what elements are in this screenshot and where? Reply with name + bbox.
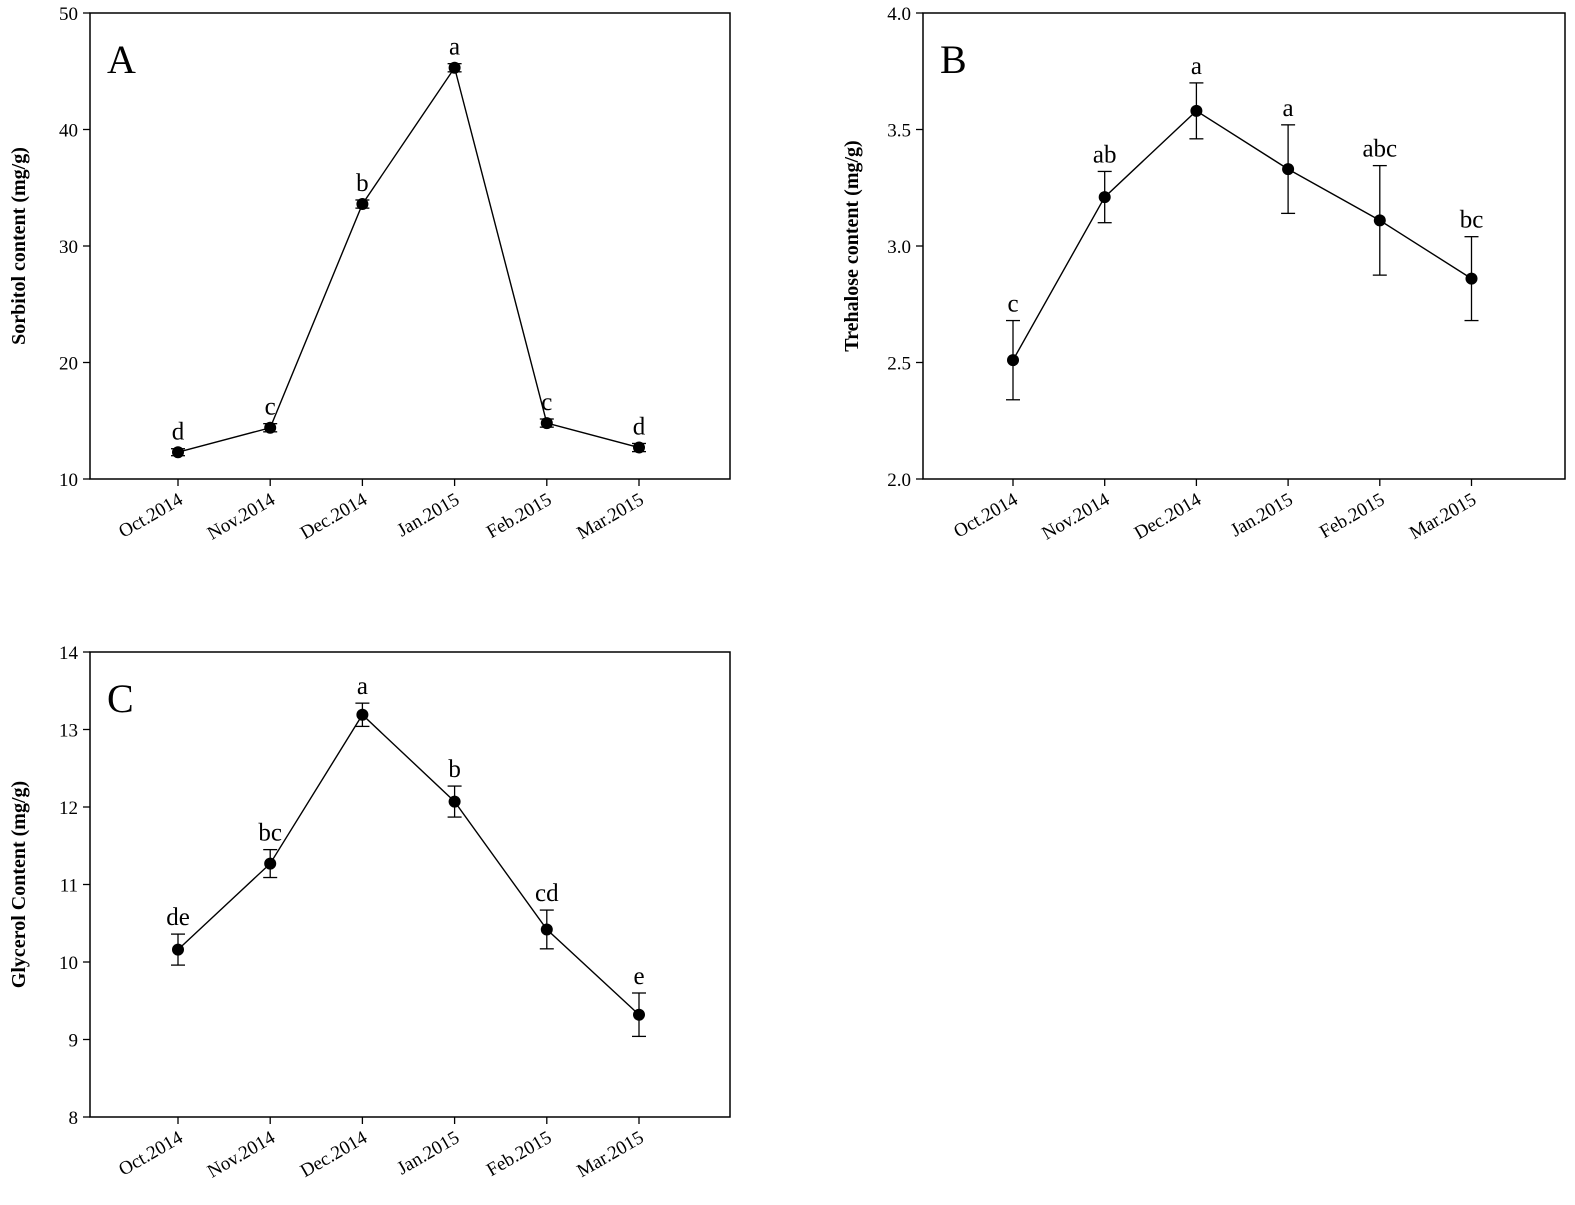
x-tick-label: Mar.2015 bbox=[573, 1127, 647, 1182]
y-tick-label: 4.0 bbox=[887, 4, 911, 25]
data-point bbox=[1282, 163, 1295, 176]
x-tick-label: Jan.2015 bbox=[1227, 489, 1296, 541]
series-line bbox=[1012, 109, 1472, 361]
significance-label: abc bbox=[1362, 136, 1397, 163]
x-tick-label: Dec.2014 bbox=[1131, 489, 1205, 544]
data-point bbox=[172, 446, 184, 459]
y-tick-label: 50 bbox=[59, 4, 78, 25]
significance-label: cd bbox=[535, 880, 559, 907]
y-tick-label: 12 bbox=[59, 798, 78, 819]
significance-label: d bbox=[172, 419, 185, 446]
significance-label: ab bbox=[1093, 141, 1117, 168]
x-tick-label: Nov.2014 bbox=[204, 1127, 279, 1183]
x-tick-label: Feb.2015 bbox=[483, 1127, 555, 1181]
x-tick-label: Oct.2014 bbox=[115, 489, 187, 543]
x-tick-label: Oct.2014 bbox=[115, 1127, 187, 1181]
panel-b: 2.0 2.5 3.0 3.5 4.0 Oct.2014 Nov.2014 Dec.2014 J… bbox=[841, 4, 1566, 545]
y-tick-label: 11 bbox=[60, 876, 78, 897]
significance-label: a bbox=[1191, 53, 1202, 80]
panel-label: A bbox=[107, 37, 136, 82]
y-axis-label: Glycerol Content (mg/g) bbox=[8, 781, 30, 988]
significance-label: a bbox=[357, 673, 368, 700]
panel-label: C bbox=[107, 676, 134, 721]
panel-c: 8 9 10 11 12 13 14 Oct.2014 Nov.2014 Dec.2014 Jan.… bbox=[8, 643, 731, 1183]
x-tick-label: Dec.2014 bbox=[297, 489, 371, 544]
x-tick-label: Nov.2014 bbox=[1038, 489, 1113, 545]
data-point bbox=[540, 923, 553, 936]
y-axis-label: Trehalose content (mg/g) bbox=[841, 140, 863, 351]
data-point bbox=[264, 857, 277, 870]
y-tick-label: 3.0 bbox=[887, 237, 911, 258]
data-point bbox=[633, 1008, 645, 1021]
y-tick-label: 9 bbox=[69, 1031, 79, 1052]
y-axis-label: Sorbitol content (mg/g) bbox=[8, 147, 30, 345]
x-tick-label: Mar.2015 bbox=[1406, 489, 1480, 544]
significance-label: d bbox=[633, 413, 646, 440]
plot-frame bbox=[89, 651, 731, 1118]
x-tick-label: Feb.2015 bbox=[1316, 489, 1388, 543]
data-point bbox=[633, 441, 645, 454]
significance-label: b bbox=[448, 756, 461, 783]
x-tick-label: Jan.2015 bbox=[394, 1127, 463, 1179]
data-point bbox=[264, 421, 277, 434]
panel-a: 10 20 30 40 50 Oct.2014 Nov.2014 Dec.2014 Jan.20… bbox=[8, 4, 731, 545]
y-tick-label: 20 bbox=[59, 354, 78, 375]
y-tick-label: 10 bbox=[59, 470, 78, 491]
plot-frame bbox=[89, 12, 731, 480]
y-tick-label: 40 bbox=[59, 121, 78, 142]
y-tick-label: 3.5 bbox=[887, 121, 911, 142]
x-tick-label: Jan.2015 bbox=[394, 489, 463, 541]
series-line bbox=[177, 713, 640, 1016]
significance-label: a bbox=[1283, 95, 1294, 122]
y-tick-label: 2.0 bbox=[887, 470, 911, 491]
significance-label: a bbox=[449, 34, 460, 61]
data-point bbox=[1465, 272, 1478, 285]
y-tick-label: 30 bbox=[59, 237, 78, 258]
data-point bbox=[172, 943, 184, 956]
data-point bbox=[540, 417, 553, 430]
significance-label: e bbox=[633, 963, 644, 990]
x-tick-label: Feb.2015 bbox=[483, 489, 555, 543]
y-tick-label: 14 bbox=[59, 643, 79, 664]
data-point bbox=[1007, 354, 1019, 367]
data-point bbox=[1373, 214, 1386, 227]
data-point bbox=[356, 708, 369, 721]
y-tick-label: 13 bbox=[59, 721, 78, 742]
y-tick-label: 8 bbox=[69, 1108, 79, 1129]
x-tick-label: Oct.2014 bbox=[950, 489, 1022, 543]
plot-frame bbox=[922, 12, 1566, 480]
y-tick-label: 10 bbox=[59, 953, 78, 974]
significance-label: c bbox=[265, 394, 276, 421]
y-tick-label: 2.5 bbox=[887, 354, 911, 375]
x-tick-label: Mar.2015 bbox=[573, 489, 647, 544]
data-point bbox=[448, 795, 461, 808]
significance-label: de bbox=[166, 904, 190, 931]
significance-label: bc bbox=[1460, 207, 1484, 234]
significance-label: b bbox=[356, 170, 369, 197]
x-tick-label: Nov.2014 bbox=[204, 489, 279, 545]
series-line bbox=[177, 66, 640, 453]
significance-label: c bbox=[541, 389, 552, 416]
significance-label: c bbox=[1007, 291, 1018, 318]
panel-label: B bbox=[940, 37, 967, 82]
significance-label: bc bbox=[258, 820, 282, 847]
data-point bbox=[448, 61, 461, 74]
x-tick-label: Dec.2014 bbox=[297, 1127, 371, 1182]
data-point bbox=[1098, 191, 1111, 204]
data-point bbox=[1190, 104, 1203, 117]
data-point bbox=[356, 198, 369, 211]
